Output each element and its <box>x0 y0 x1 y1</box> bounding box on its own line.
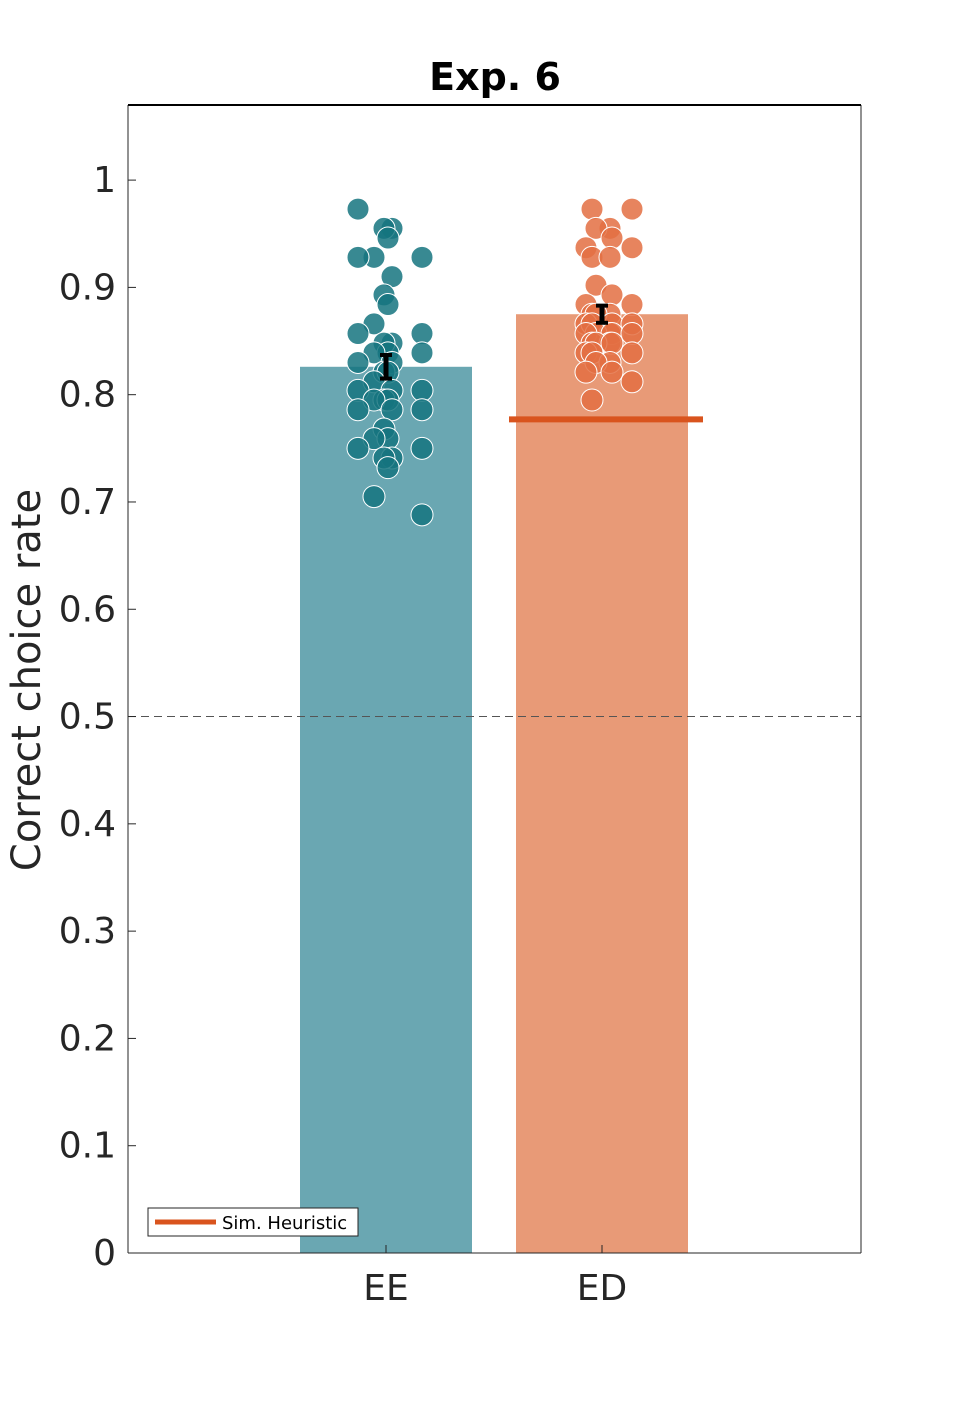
x-tick-label: ED <box>577 1268 627 1309</box>
data-point-ed <box>600 331 624 355</box>
legend-label: Sim. Heuristic <box>222 1213 347 1234</box>
x-tick-label: EE <box>363 1268 409 1309</box>
bar-ee <box>300 366 472 1253</box>
y-tick-label: 0.1 <box>59 1126 116 1167</box>
data-point-ed <box>598 245 622 269</box>
data-point-ee <box>410 378 434 402</box>
data-point-ed <box>580 388 604 412</box>
y-tick-label: 1 <box>93 160 116 201</box>
y-tick-label: 0.4 <box>59 804 116 845</box>
data-point-ee <box>410 436 434 460</box>
data-point-ee <box>346 197 370 221</box>
y-tick-label: 0.8 <box>59 375 116 416</box>
plot-background <box>128 105 861 1253</box>
data-point-ed <box>580 197 604 221</box>
data-point-ee <box>346 245 370 269</box>
data-point-ed <box>620 341 644 365</box>
data-point-ed <box>574 360 598 384</box>
data-point-ed <box>620 322 644 346</box>
data-point-ed <box>600 283 624 307</box>
plot-area: 0 0.1 0.2 0.3 0.4 0.5 0.6 0.7 0.8 0.9 1 EE ED Sim. He… <box>59 104 862 1309</box>
data-point-ed <box>620 293 644 317</box>
data-point-ee <box>362 485 386 509</box>
data-point-ee <box>346 436 370 460</box>
y-tick-label: 0.2 <box>59 1018 116 1059</box>
data-point-ee <box>346 322 370 346</box>
data-point-ee <box>376 226 400 250</box>
data-point-ee <box>410 322 434 346</box>
y-tick-label: 0.5 <box>59 697 116 738</box>
y-tick-label: 0.6 <box>59 589 116 630</box>
data-point-ee <box>410 341 434 365</box>
data-point-ed <box>620 236 644 260</box>
chart-title: Exp. 6 <box>429 55 561 99</box>
data-point-ee <box>410 503 434 527</box>
data-point-ee <box>346 398 370 422</box>
data-point-ee <box>346 350 370 374</box>
data-point-ed <box>600 226 624 250</box>
data-point-ed <box>620 370 644 394</box>
y-tick-label: 0.7 <box>59 482 116 523</box>
data-point-ed <box>620 197 644 221</box>
y-tick-label: 0.9 <box>59 267 116 308</box>
data-point-ee <box>410 398 434 422</box>
bar-ed <box>516 314 688 1253</box>
y-axis-label: Correct choice rate <box>4 489 50 871</box>
data-point-ee <box>380 398 404 422</box>
y-tick-label: 0.3 <box>59 911 116 952</box>
data-point-ee <box>376 456 400 480</box>
data-point-ed <box>600 360 624 384</box>
y-tick-label: 0 <box>93 1233 116 1274</box>
data-point-ee <box>376 293 400 317</box>
data-point-ee <box>410 245 434 269</box>
